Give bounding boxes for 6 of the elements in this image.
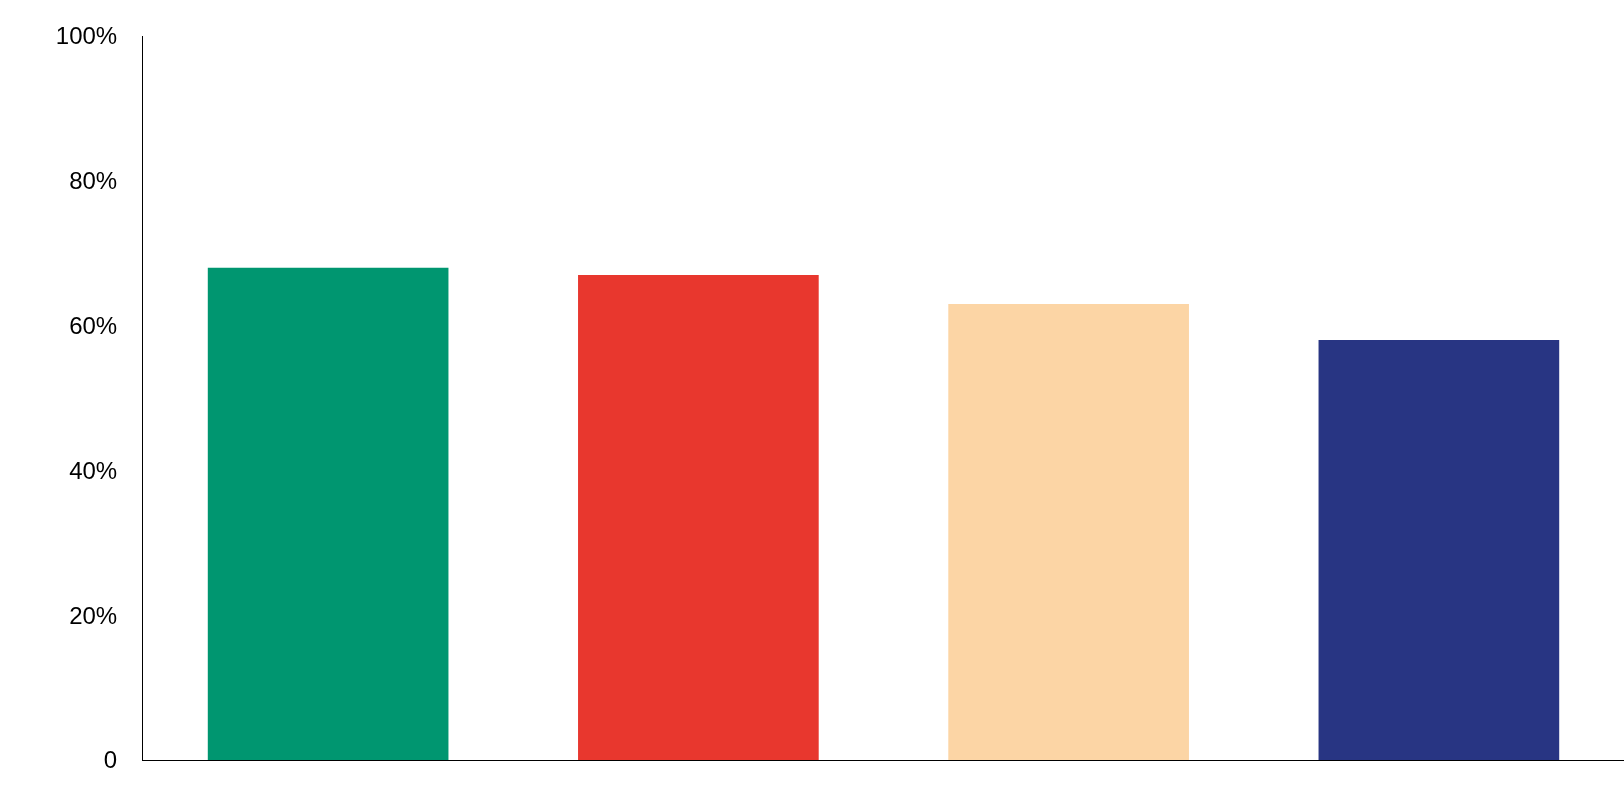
y-tick-label: 20% (69, 601, 118, 629)
y-tick-label: 0 (103, 746, 118, 774)
y-tick-label: 60% (69, 312, 118, 339)
y-tick-label: 80% (69, 167, 118, 195)
y-tick-label: 40% (69, 456, 118, 484)
y-tick-label: 100% (55, 22, 118, 50)
